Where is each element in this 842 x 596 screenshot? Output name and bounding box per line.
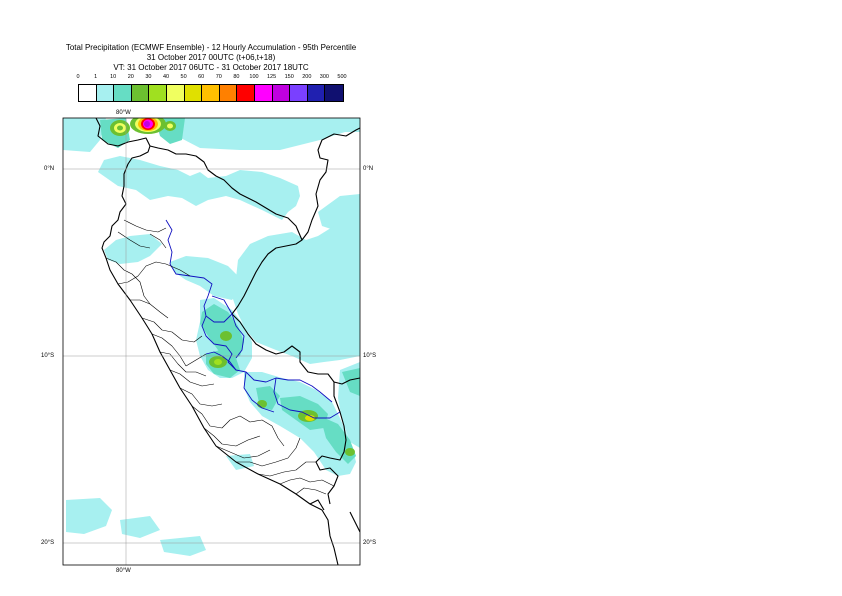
legend-color-swatch bbox=[219, 85, 238, 101]
legend-threshold-label: 20 bbox=[127, 74, 134, 80]
longitude-label-top: 80°W bbox=[116, 110, 131, 116]
precip-heavy-areas bbox=[110, 118, 355, 456]
title-line-2: 31 October 2017 00UTC (t+06,t+18) bbox=[146, 53, 276, 62]
department-borders bbox=[105, 219, 335, 495]
legend-color-swatch bbox=[131, 85, 150, 101]
legend-color-swatch bbox=[202, 85, 220, 101]
latitude-label-left-20s: 20°S bbox=[41, 540, 55, 546]
legend-color-swatch bbox=[237, 85, 255, 101]
legend-color-swatch bbox=[79, 85, 97, 101]
title-line-1: Total Precipitation (ECMWF Ensemble) - 1… bbox=[65, 43, 357, 52]
legend-threshold-label: 1 bbox=[94, 74, 98, 80]
color-legend: 0 1 10 20 30 40 50 60 70 80 100 125 150 200 300 500 bbox=[76, 74, 368, 102]
legend-color-swatch bbox=[272, 85, 291, 101]
title-line-3: VT: 31 October 2017 06UTC - 31 October 2… bbox=[113, 63, 309, 72]
legend-color-swatch bbox=[290, 85, 308, 101]
legend-color-bar bbox=[78, 84, 344, 102]
latitude-label-right-20s: 20°S bbox=[363, 540, 377, 546]
legend-threshold-label: 300 bbox=[319, 74, 329, 80]
latitude-label-left-0: 0°N bbox=[44, 166, 55, 172]
legend-threshold-label: 50 bbox=[180, 74, 187, 80]
legend-threshold-label: 125 bbox=[267, 74, 277, 80]
legend-threshold-label: 150 bbox=[284, 74, 294, 80]
legend-threshold-label: 100 bbox=[249, 74, 259, 80]
graticule bbox=[63, 118, 360, 565]
latitude-label-left-10s: 10°S bbox=[41, 353, 55, 359]
legend-threshold-label: 500 bbox=[337, 74, 347, 80]
longitude-label-bottom: 80°W bbox=[116, 568, 131, 574]
legend-color-swatch bbox=[149, 85, 167, 101]
legend-color-swatch bbox=[96, 85, 115, 101]
legend-color-swatch bbox=[325, 85, 343, 101]
legend-threshold-label: 60 bbox=[198, 74, 205, 80]
legend-threshold-label: 200 bbox=[302, 74, 312, 80]
legend-threshold-label: 10 bbox=[110, 74, 117, 80]
legend-threshold-label: 30 bbox=[145, 74, 152, 80]
legend-color-swatch bbox=[114, 85, 132, 101]
country-borders bbox=[95, 118, 360, 565]
legend-threshold-label: 70 bbox=[215, 74, 222, 80]
legend-color-swatch bbox=[184, 85, 203, 101]
legend-threshold-label: 40 bbox=[162, 74, 170, 80]
map-frame bbox=[62, 117, 361, 566]
legend-threshold-labels: 0 1 10 20 30 40 50 60 70 80 100 125 150 200 300 500 bbox=[76, 74, 368, 83]
legend-threshold-label: 0 bbox=[76, 74, 80, 80]
legend-threshold-label: 80 bbox=[233, 74, 240, 80]
latitude-label-right-10s: 10°S bbox=[363, 353, 377, 359]
legend-color-swatch bbox=[166, 85, 185, 101]
latitude-label-right-0: 0°N bbox=[363, 166, 374, 172]
legend-color-swatch bbox=[254, 85, 273, 101]
legend-color-swatch bbox=[307, 85, 326, 101]
precip-field bbox=[63, 118, 360, 565]
